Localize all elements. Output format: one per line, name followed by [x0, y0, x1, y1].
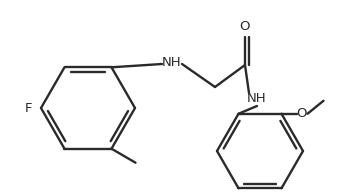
Text: F: F: [25, 102, 33, 114]
Text: NH: NH: [162, 55, 182, 69]
Text: O: O: [240, 21, 250, 33]
Text: NH: NH: [247, 92, 267, 104]
Text: O: O: [296, 107, 307, 120]
